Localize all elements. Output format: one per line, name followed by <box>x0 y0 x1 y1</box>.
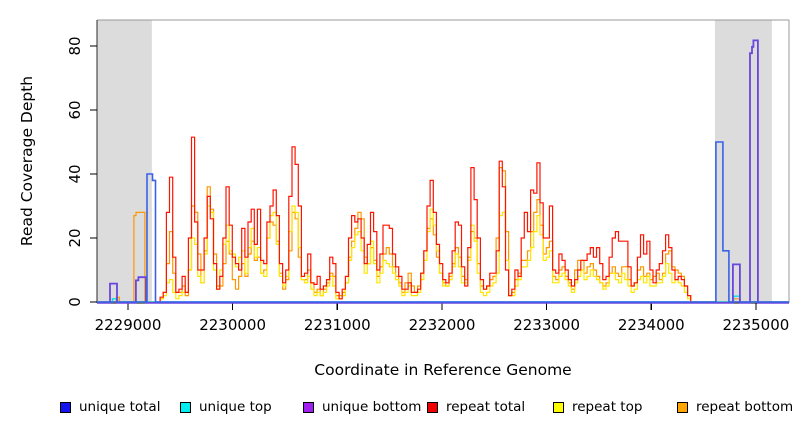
legend-label: repeat bottom <box>696 399 792 415</box>
series-unique-bottom-line <box>97 39 789 304</box>
x-tick-label: 2230000 <box>199 316 266 334</box>
y-tick-label: 60 <box>66 100 84 119</box>
series-unique-total-line <box>97 141 789 303</box>
legend-marker-repeat-top-icon <box>553 401 564 413</box>
x-tick-label: 2231000 <box>304 316 371 334</box>
highlight-region <box>97 20 152 303</box>
series-unique-top-line <box>97 295 789 303</box>
legend-label: unique bottom <box>322 399 422 415</box>
x-tick-label: 2229000 <box>95 316 162 334</box>
legend-marker-unique-bottom-icon <box>303 401 314 413</box>
x-tick-label: 2232000 <box>409 316 476 334</box>
x-tick-label: 2234000 <box>618 316 685 334</box>
legend-label: unique top <box>199 399 272 415</box>
legend-item-unique-top: unique top <box>180 398 272 416</box>
legend-marker-repeat-bottom-icon <box>677 401 688 413</box>
legend-label: repeat total <box>446 399 526 415</box>
highlight-region <box>714 20 772 303</box>
legend: unique total unique top unique bottom re… <box>0 398 792 420</box>
y-tick-label: 0 <box>66 297 84 307</box>
legend-marker-repeat-total-icon <box>427 401 438 413</box>
x-tick-label: 2235000 <box>722 316 789 334</box>
legend-item-unique-total: unique total <box>60 398 160 416</box>
y-tick-label: 80 <box>66 36 84 55</box>
y-tick-label: 20 <box>66 228 84 247</box>
y-tick-label: 40 <box>66 164 84 183</box>
x-tick-label: 2233000 <box>513 316 580 334</box>
series-repeat-total-line <box>97 136 789 303</box>
legend-label: unique total <box>79 399 161 415</box>
legend-marker-unique-top-icon <box>180 401 191 413</box>
legend-item-repeat-bottom: repeat bottom <box>677 398 792 416</box>
legend-label: repeat top <box>572 399 643 415</box>
x-axis-title: Coordinate in Reference Genome <box>314 361 572 379</box>
legend-item-unique-bottom: unique bottom <box>303 398 421 416</box>
y-axis-title: Read Coverage Depth <box>18 75 36 247</box>
legend-marker-unique-total-icon <box>60 401 71 413</box>
legend-item-repeat-top: repeat top <box>553 398 642 416</box>
legend-item-repeat-total: repeat total <box>427 398 525 416</box>
